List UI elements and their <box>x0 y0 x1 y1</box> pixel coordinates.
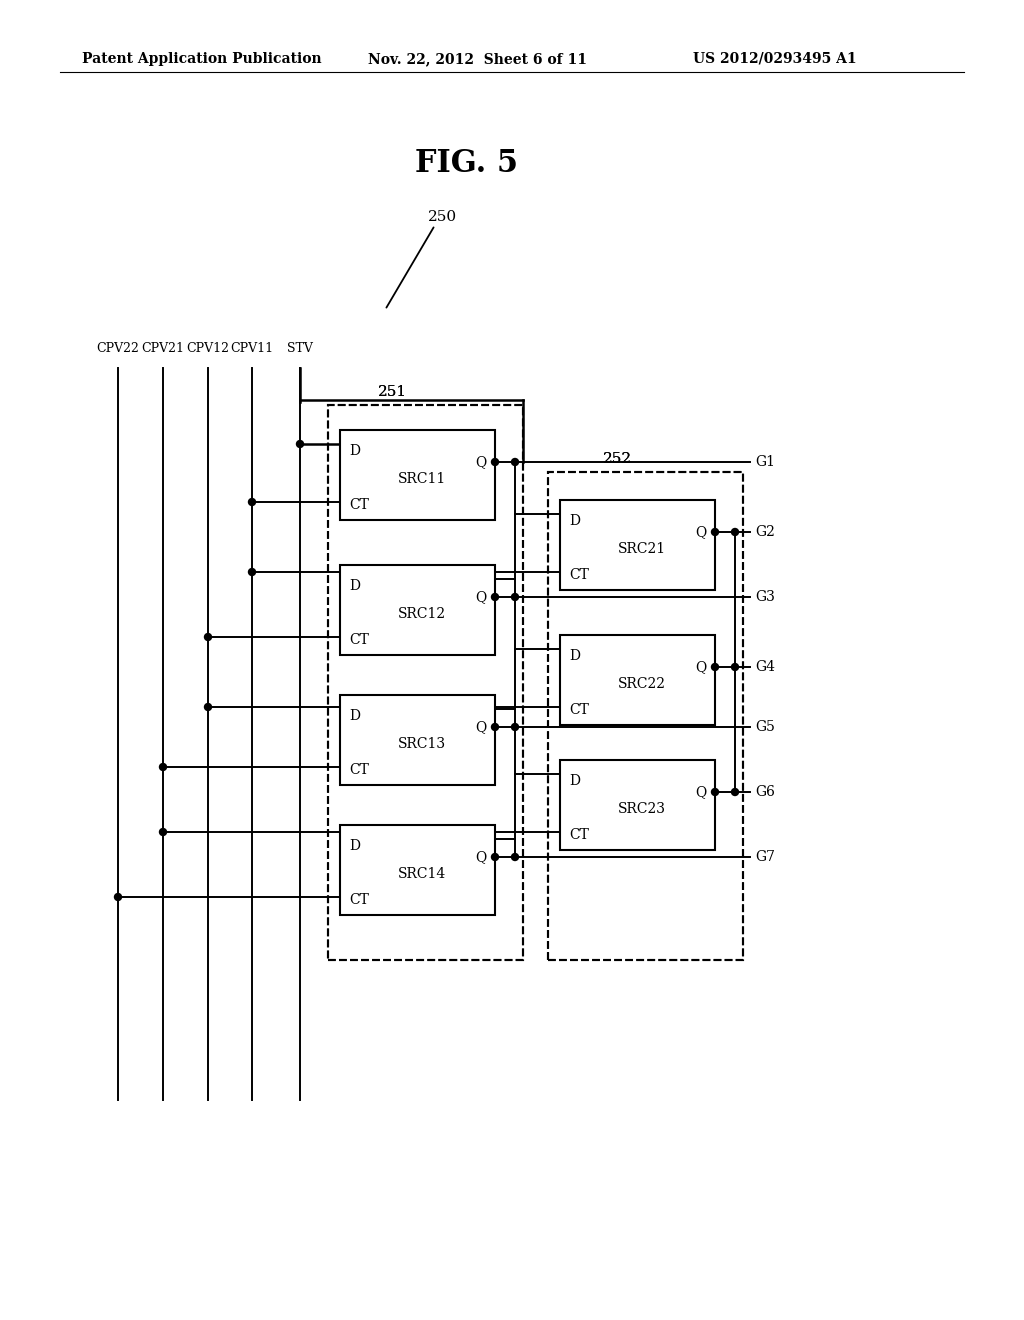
Text: Nov. 22, 2012  Sheet 6 of 11: Nov. 22, 2012 Sheet 6 of 11 <box>368 51 587 66</box>
Text: G5: G5 <box>755 719 775 734</box>
Text: SRC12: SRC12 <box>398 607 446 620</box>
Bar <box>548 473 743 960</box>
Bar <box>560 760 715 850</box>
Text: D: D <box>349 840 360 853</box>
Text: D: D <box>569 649 580 663</box>
Text: SRC11: SRC11 <box>398 473 446 486</box>
Text: Patent Application Publication: Patent Application Publication <box>82 51 322 66</box>
Text: STV: STV <box>287 342 313 355</box>
Text: CT: CT <box>349 763 369 777</box>
Circle shape <box>712 528 719 536</box>
Text: CT: CT <box>349 498 369 512</box>
Bar <box>548 473 743 960</box>
Circle shape <box>512 723 518 730</box>
Bar <box>328 405 523 960</box>
Text: D: D <box>349 444 360 458</box>
Text: G1: G1 <box>755 455 775 469</box>
Text: CT: CT <box>569 568 589 582</box>
Text: Q: Q <box>695 785 707 799</box>
Circle shape <box>115 894 122 900</box>
Text: G3: G3 <box>755 590 775 605</box>
Bar <box>340 565 495 655</box>
Circle shape <box>297 441 303 447</box>
Text: G6: G6 <box>755 785 775 799</box>
Text: 251: 251 <box>378 385 408 399</box>
Circle shape <box>205 634 212 640</box>
Text: Q: Q <box>695 525 707 539</box>
Text: CPV21: CPV21 <box>141 342 184 355</box>
Text: D: D <box>569 774 580 788</box>
Text: SRC14: SRC14 <box>398 867 446 880</box>
Text: G7: G7 <box>755 850 775 865</box>
Circle shape <box>731 788 738 796</box>
Circle shape <box>160 829 167 836</box>
Text: SRC23: SRC23 <box>618 803 666 816</box>
Circle shape <box>492 854 499 861</box>
Bar <box>340 825 495 915</box>
Circle shape <box>512 594 518 601</box>
Circle shape <box>492 594 499 601</box>
Circle shape <box>731 528 738 536</box>
Bar <box>340 430 495 520</box>
Text: 250: 250 <box>428 210 457 224</box>
Bar <box>328 405 523 960</box>
Text: Q: Q <box>695 660 707 675</box>
Text: D: D <box>349 709 360 723</box>
Text: CT: CT <box>349 634 369 647</box>
Text: Q: Q <box>475 455 486 469</box>
Circle shape <box>712 788 719 796</box>
Circle shape <box>712 664 719 671</box>
Text: CPV12: CPV12 <box>186 342 229 355</box>
Text: CT: CT <box>569 704 589 717</box>
Circle shape <box>249 499 256 506</box>
Text: SRC13: SRC13 <box>398 737 446 751</box>
Text: US 2012/0293495 A1: US 2012/0293495 A1 <box>693 51 857 66</box>
Circle shape <box>492 458 499 466</box>
Text: G2: G2 <box>755 525 775 539</box>
Text: 252: 252 <box>603 451 632 466</box>
Text: Q: Q <box>475 590 486 605</box>
Circle shape <box>731 664 738 671</box>
Text: Q: Q <box>475 850 486 865</box>
Circle shape <box>492 723 499 730</box>
Text: CPV11: CPV11 <box>230 342 273 355</box>
Text: D: D <box>349 579 360 593</box>
Text: 251: 251 <box>378 385 408 399</box>
Text: CT: CT <box>349 894 369 907</box>
Bar <box>340 696 495 785</box>
Circle shape <box>249 569 256 576</box>
Text: FIG. 5: FIG. 5 <box>415 148 518 180</box>
Text: D: D <box>569 513 580 528</box>
Text: SRC22: SRC22 <box>618 677 666 690</box>
Text: SRC21: SRC21 <box>617 543 666 556</box>
Bar <box>560 500 715 590</box>
Text: CT: CT <box>569 828 589 842</box>
Circle shape <box>160 763 167 771</box>
Text: 252: 252 <box>603 451 632 466</box>
Circle shape <box>512 458 518 466</box>
Bar <box>560 635 715 725</box>
Text: Q: Q <box>475 719 486 734</box>
Circle shape <box>512 854 518 861</box>
Circle shape <box>205 704 212 710</box>
Text: G4: G4 <box>755 660 775 675</box>
Text: CPV22: CPV22 <box>96 342 139 355</box>
